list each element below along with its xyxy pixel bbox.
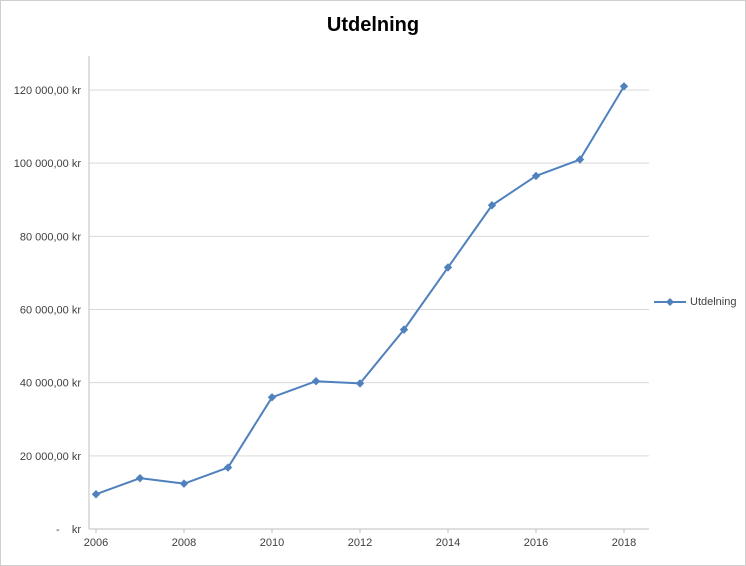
data-point-marker — [355, 379, 365, 388]
data-point-marker — [531, 171, 541, 181]
legend-label: Utdelning — [690, 296, 737, 308]
data-point-marker — [619, 82, 629, 91]
data-point-marker — [487, 201, 497, 210]
x-axis-tick-label: 2008 — [172, 537, 196, 549]
data-point-marker — [91, 490, 101, 499]
x-axis-tick-label: 2016 — [524, 537, 548, 549]
data-point-marker — [135, 473, 145, 483]
data-point-marker — [399, 325, 409, 334]
y-axis-tick-label: 40 000,00 kr — [20, 378, 81, 390]
x-axis-tick-label: 2018 — [612, 537, 636, 549]
series-line — [95, 85, 625, 496]
legend: Utdelning — [654, 296, 736, 308]
legend-marker-icon — [654, 298, 686, 306]
x-axis-tick-label: 2010 — [260, 537, 284, 549]
data-point-marker — [267, 393, 277, 402]
chart-title: Utdelning — [326, 14, 420, 36]
x-axis-tick-label: 2014 — [436, 537, 460, 549]
data-point-marker — [575, 155, 585, 164]
data-point-marker — [443, 263, 453, 272]
y-axis-tick-label: 60 000,00 kr — [20, 305, 81, 317]
y-axis-tick-label: - kr — [56, 524, 81, 536]
y-axis-tick-label: 20 000,00 kr — [20, 451, 81, 463]
data-point-marker — [311, 377, 321, 386]
x-axis-tick-label: 2006 — [84, 537, 108, 549]
data-point-marker — [179, 479, 189, 488]
data-point-marker — [223, 463, 233, 472]
y-axis-tick-label: 120 000,00 kr — [14, 85, 82, 97]
x-axis-tick-label: 2012 — [348, 537, 372, 549]
y-axis-tick-label: 80 000,00 kr — [20, 231, 81, 243]
y-axis-tick-label: 100 000,00 kr — [14, 158, 82, 170]
